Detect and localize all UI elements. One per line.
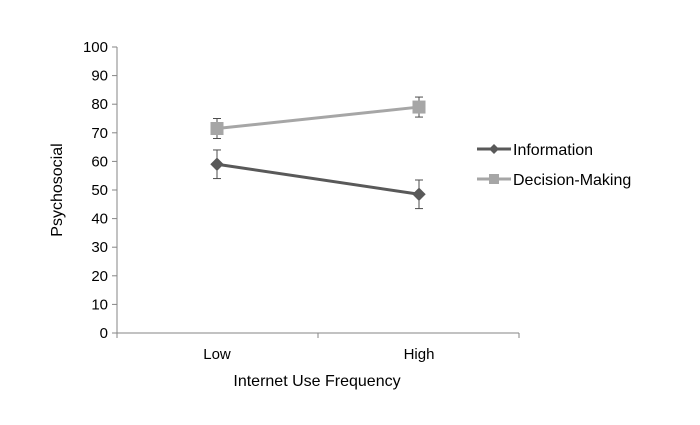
series-information — [210, 149, 426, 210]
y-tick-label: 30 — [91, 239, 108, 256]
series-line — [216, 162, 420, 196]
series-line — [216, 105, 420, 131]
x-tick-label: Low — [203, 346, 231, 363]
legend-swatch-square — [489, 174, 499, 184]
y-tick-label: 60 — [91, 153, 108, 170]
y-tick-label: 10 — [91, 296, 108, 313]
legend-swatch-diamond — [489, 144, 499, 154]
legend: Information Decision-Making — [477, 142, 631, 189]
legend-label: Decision-Making — [513, 172, 631, 189]
y-tick-label: 90 — [91, 68, 108, 85]
data-point-diamond — [412, 187, 426, 201]
data-point-square — [412, 100, 426, 114]
y-tick-label: 70 — [91, 125, 108, 142]
y-tick-label: 50 — [91, 182, 108, 199]
series-layer — [210, 96, 426, 210]
y-tick-label: 0 — [100, 325, 108, 342]
y-tick-label: 100 — [83, 39, 108, 56]
data-point-square — [210, 122, 224, 136]
y-tick-label: 20 — [91, 268, 108, 285]
legend-label: Information — [513, 142, 593, 159]
axes-layer: 0 10 20 30 40 50 60 70 80 90 100 Low High — [83, 39, 520, 363]
data-point-diamond — [210, 157, 224, 171]
series-decision-making — [210, 96, 426, 140]
y-axis-title: Psychosocial — [49, 143, 66, 236]
legend-item: Information — [477, 142, 593, 159]
x-tick-label: High — [404, 346, 435, 363]
y-tick-label: 40 — [91, 211, 108, 228]
x-axis-title: Internet Use Frequency — [233, 373, 400, 390]
y-tick-label: 80 — [91, 96, 108, 113]
legend-item: Decision-Making — [477, 172, 631, 189]
